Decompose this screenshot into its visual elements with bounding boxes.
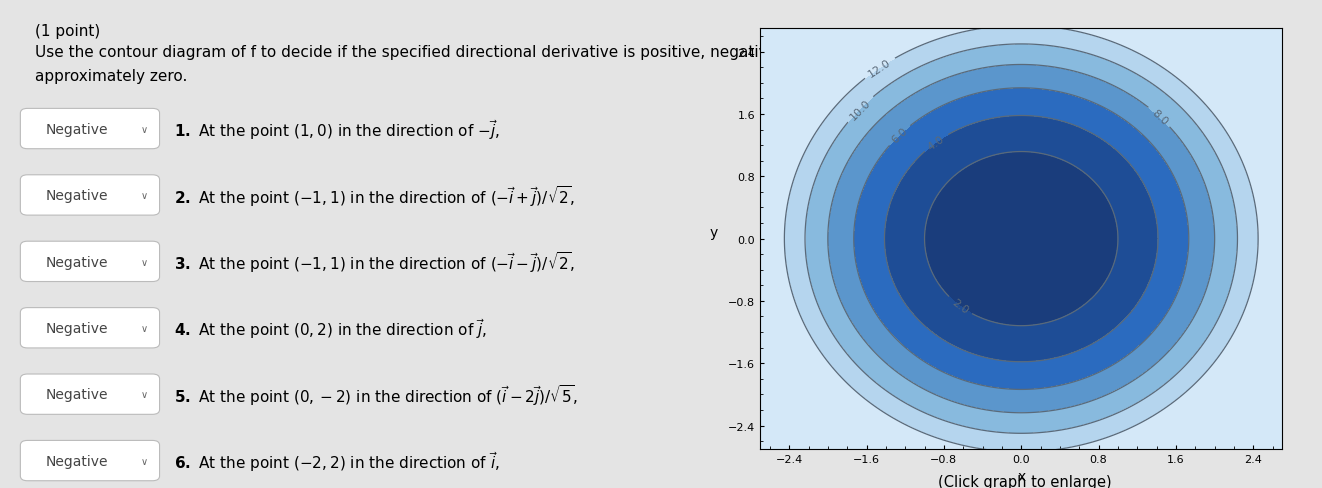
Text: Negative: Negative: [45, 321, 108, 335]
Text: Negative: Negative: [45, 454, 108, 468]
Text: ∨: ∨: [140, 191, 148, 201]
Y-axis label: y: y: [710, 225, 718, 239]
Text: Negative: Negative: [45, 189, 108, 203]
Text: $\mathbf{4.}$ At the point $(0, 2)$ in the direction of $\vec{j},$: $\mathbf{4.}$ At the point $(0, 2)$ in t…: [175, 316, 486, 340]
Text: 12.0: 12.0: [866, 58, 892, 80]
FancyBboxPatch shape: [20, 242, 160, 282]
FancyBboxPatch shape: [20, 109, 160, 149]
X-axis label: x: x: [1017, 469, 1026, 483]
Text: Use the contour diagram of f to decide if the specified directional derivative i: Use the contour diagram of f to decide i…: [34, 45, 802, 60]
FancyBboxPatch shape: [20, 441, 160, 481]
Text: 2.0: 2.0: [949, 297, 970, 316]
Text: ∨: ∨: [140, 389, 148, 400]
FancyBboxPatch shape: [20, 176, 160, 216]
Text: $\mathbf{2.}$ At the point $(-1, 1)$ in the direction of $(-\vec{i} + \vec{j})/\: $\mathbf{2.}$ At the point $(-1, 1)$ in …: [175, 183, 575, 208]
Text: Negative: Negative: [45, 122, 108, 137]
Text: 8.0: 8.0: [1149, 108, 1169, 127]
FancyBboxPatch shape: [20, 308, 160, 348]
Text: approximately zero.: approximately zero.: [34, 69, 186, 84]
Text: (1 point): (1 point): [34, 24, 100, 39]
Text: $\mathbf{3.}$ At the point $(-1, 1)$ in the direction of $(-\vec{i} - \vec{j})/\: $\mathbf{3.}$ At the point $(-1, 1)$ in …: [175, 250, 575, 274]
Text: 10.0: 10.0: [847, 97, 873, 122]
FancyBboxPatch shape: [20, 374, 160, 414]
Text: ∨: ∨: [140, 456, 148, 466]
Text: Negative: Negative: [45, 387, 108, 402]
Text: (Click graph to enlarge): (Click graph to enlarge): [937, 473, 1112, 488]
Text: Negative: Negative: [45, 255, 108, 269]
Text: ∨: ∨: [140, 257, 148, 267]
Text: $\mathbf{6.}$ At the point $(-2, 2)$ in the direction of $\vec{i},$: $\mathbf{6.}$ At the point $(-2, 2)$ in …: [175, 449, 500, 473]
Text: 4.0: 4.0: [925, 134, 947, 152]
Text: $\mathbf{1.}$ At the point $(1, 0)$ in the direction of $-\vec{j},$: $\mathbf{1.}$ At the point $(1, 0)$ in t…: [175, 118, 500, 142]
Text: 6.0: 6.0: [890, 126, 910, 145]
Text: $\mathbf{5.}$ At the point $(0, -2)$ in the direction of $(\vec{i} - 2\vec{j})/\: $\mathbf{5.}$ At the point $(0, -2)$ in …: [175, 382, 578, 407]
Text: ∨: ∨: [140, 124, 148, 135]
Text: ∨: ∨: [140, 324, 148, 333]
